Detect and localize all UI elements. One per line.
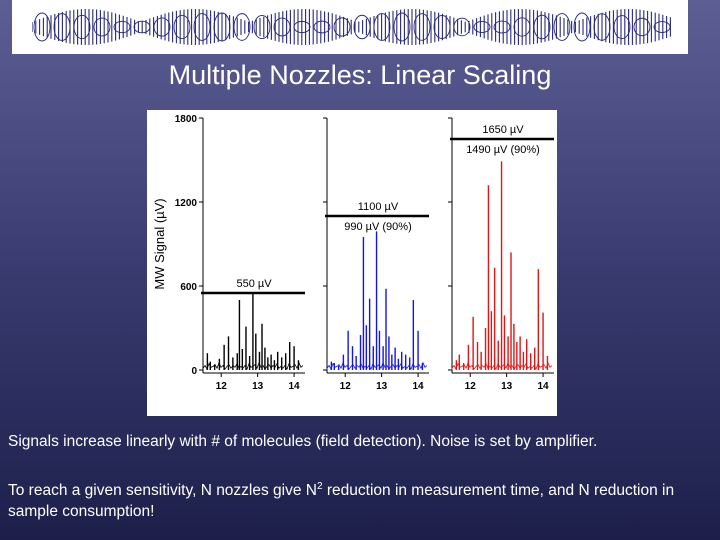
banner-ring bbox=[313, 20, 331, 34]
banner-ring bbox=[213, 12, 231, 42]
banner-ring bbox=[73, 14, 91, 40]
panel-3: 12 13 14 1650 µV 1490 µV (90%) bbox=[448, 117, 554, 392]
x-tick-label: 13 bbox=[252, 381, 264, 392]
banner-ring bbox=[113, 20, 131, 34]
banner-ring bbox=[253, 14, 271, 40]
caption-signals: Signals increase linearly with # of mole… bbox=[8, 433, 598, 450]
x-tick-label: 12 bbox=[216, 381, 228, 392]
banner-ring bbox=[573, 12, 591, 42]
banner-ring bbox=[433, 15, 451, 39]
banner-ring bbox=[93, 17, 111, 37]
banner-ring bbox=[533, 14, 551, 40]
banner-ring bbox=[53, 13, 71, 41]
max-signal-label: 550 µV bbox=[236, 278, 272, 290]
slide-title: Multiple Nozzles: Linear Scaling bbox=[168, 60, 552, 90]
banner-ring bbox=[513, 17, 531, 37]
max-signal-label: 1100 µV bbox=[358, 201, 399, 213]
max-signal-label: 1650 µV bbox=[482, 124, 524, 136]
banner-ring bbox=[293, 20, 311, 34]
banner-ring bbox=[33, 12, 51, 42]
banner-ring bbox=[273, 17, 291, 37]
chart-panel: 0 600 1200 1800 12 13 14 550 µV 12 13 14 1100 µV 990… bbox=[147, 110, 557, 416]
caption-nozzles-superscript: 2 bbox=[317, 481, 323, 492]
x-tick-label: 12 bbox=[340, 381, 352, 392]
banner-ring bbox=[593, 13, 611, 41]
banner-ring bbox=[393, 12, 411, 42]
y-tick-label: 1800 bbox=[175, 114, 198, 125]
banner-ring bbox=[553, 13, 571, 41]
banner-ring bbox=[453, 17, 471, 37]
caption-nozzles: To reach a given sensitivity, N nozzles … bbox=[8, 476, 714, 522]
x-tick-label: 14 bbox=[289, 381, 301, 392]
banner-ring bbox=[413, 13, 431, 41]
banner-ring bbox=[173, 14, 191, 40]
banner-ring bbox=[233, 13, 251, 41]
caption-nozzles-part1: To reach a given sensitivity, N nozzles … bbox=[8, 482, 317, 500]
banner-ring bbox=[653, 21, 671, 33]
y-axis-label: MW Signal (µV) bbox=[152, 198, 167, 289]
banner-ring bbox=[493, 20, 511, 34]
banner-ring bbox=[633, 17, 651, 37]
banner-ring bbox=[613, 15, 631, 39]
banner-pattern bbox=[32, 9, 671, 45]
banner-ring bbox=[353, 14, 371, 40]
x-tick-label: 14 bbox=[538, 381, 550, 392]
banner-ring bbox=[153, 17, 171, 37]
panel-1: 0 600 1200 1800 12 13 14 550 µV bbox=[175, 114, 305, 392]
caption-nozzles-part2: reduction in measurement time, and N red… bbox=[8, 482, 675, 521]
panel-2: 12 13 14 1100 µV 990 µV (90%) bbox=[323, 117, 429, 392]
y-tick-label: 600 bbox=[180, 282, 197, 293]
ninety-percent-label: 990 µV (90%) bbox=[344, 221, 411, 233]
y-tick-label: 0 bbox=[191, 366, 197, 377]
spectra-chart: 0 600 1200 1800 12 13 14 550 µV 12 13 14 1100 µV 990… bbox=[152, 114, 554, 392]
x-tick-label: 14 bbox=[413, 381, 425, 392]
banner-ring bbox=[373, 13, 391, 41]
ninety-percent-label: 1490 µV (90%) bbox=[466, 144, 540, 156]
header-banner bbox=[12, 0, 688, 54]
banner-ring bbox=[193, 13, 211, 41]
x-tick-label: 13 bbox=[376, 381, 388, 392]
x-tick-label: 12 bbox=[465, 381, 477, 392]
x-tick-label: 13 bbox=[501, 381, 513, 392]
banner-ring bbox=[473, 21, 491, 33]
banner-ring bbox=[133, 20, 151, 34]
y-tick-label: 1200 bbox=[175, 198, 198, 209]
banner-ring bbox=[333, 17, 351, 37]
